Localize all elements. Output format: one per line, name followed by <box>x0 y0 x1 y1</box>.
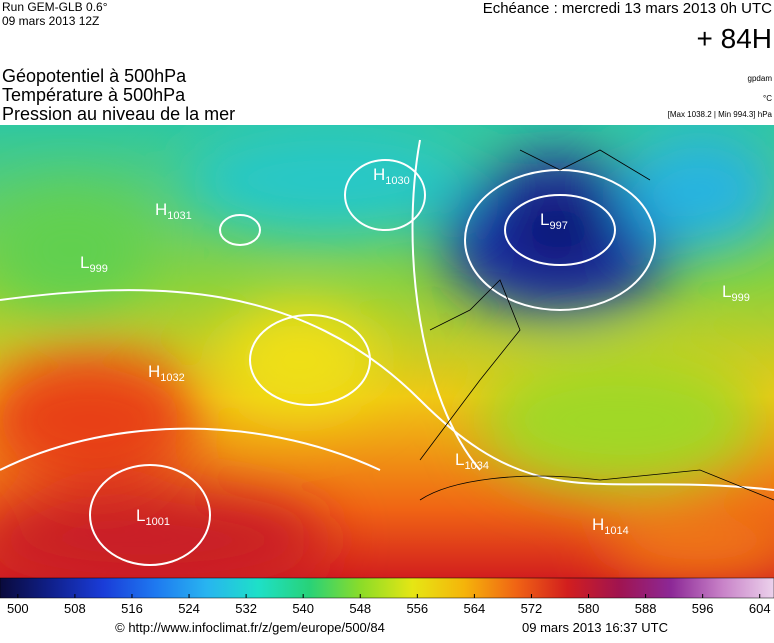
colorbar-tick-label: 580 <box>578 601 600 616</box>
unit-label: °C <box>763 94 772 103</box>
run-label: Run GEM-GLB 0.6° <box>2 0 108 14</box>
colorbar-tick-label: 548 <box>349 601 371 616</box>
colorbar-tick-label: 588 <box>635 601 657 616</box>
colorbar-tick-label: 532 <box>235 601 257 616</box>
center-value: 1001 <box>145 516 169 528</box>
colorbar-tick-label: 556 <box>406 601 428 616</box>
pressure-center: L1034 <box>455 450 489 472</box>
pressure-center: H1030 <box>373 165 410 187</box>
center-value: 1031 <box>167 210 191 222</box>
center-letter: H <box>592 515 604 534</box>
center-value: 1030 <box>385 175 409 187</box>
field-label: Géopotentiel à 500hPa <box>2 66 187 86</box>
center-letter: L <box>136 506 145 525</box>
echeance: Echéance : mercredi 13 mars 2013 0h UTC <box>483 0 772 17</box>
colorbar-tick-label: 508 <box>64 601 86 616</box>
center-value: 1014 <box>604 525 628 537</box>
colorbar-tick-label: 540 <box>292 601 314 616</box>
center-value: 997 <box>549 220 567 232</box>
pressure-center: L997 <box>540 210 568 232</box>
pressure-center: L999 <box>80 253 108 275</box>
center-letter: L <box>455 450 464 469</box>
center-letter: L <box>540 210 549 229</box>
run-date: 09 mars 2013 12Z <box>2 14 99 28</box>
center-value: 999 <box>89 263 107 275</box>
colorbar-tick-label: 572 <box>521 601 543 616</box>
lead-time: + 84H <box>697 23 773 54</box>
map <box>0 125 774 578</box>
colorbar-tick-label: 524 <box>178 601 200 616</box>
unit-label: gpdam <box>748 74 773 83</box>
center-letter: H <box>155 200 167 219</box>
colorbar-tick-label: 516 <box>121 601 143 616</box>
pressure-center: H1032 <box>148 362 185 384</box>
source-url: © http://www.infoclimat.fr/z/gem/europe/… <box>115 620 385 635</box>
center-value: 1032 <box>160 372 184 384</box>
center-value: 999 <box>731 292 749 304</box>
colorbar-tick-label: 564 <box>464 601 486 616</box>
pressure-center: H1014 <box>592 515 629 537</box>
center-letter: L <box>80 253 89 272</box>
colorbar-tick-label: 604 <box>749 601 771 616</box>
center-letter: L <box>722 282 731 301</box>
generated-time: 09 mars 2013 16:37 UTC <box>522 620 668 635</box>
center-letter: H <box>373 165 385 184</box>
unit-label: [Max 1038.2 | Min 994.3] hPa <box>668 110 773 119</box>
pressure-center: L1001 <box>136 506 170 528</box>
colorbar-tick-label: 596 <box>692 601 714 616</box>
field-label: Pression au niveau de la mer <box>2 104 235 124</box>
center-letter: H <box>148 362 160 381</box>
pressure-center: L999 <box>722 282 750 304</box>
field-label: Température à 500hPa <box>2 85 186 105</box>
colorbar-scale <box>0 577 774 599</box>
pressure-center: H1031 <box>155 200 192 222</box>
colorbar-tick-label: 500 <box>7 601 29 616</box>
center-value: 1034 <box>464 460 488 472</box>
